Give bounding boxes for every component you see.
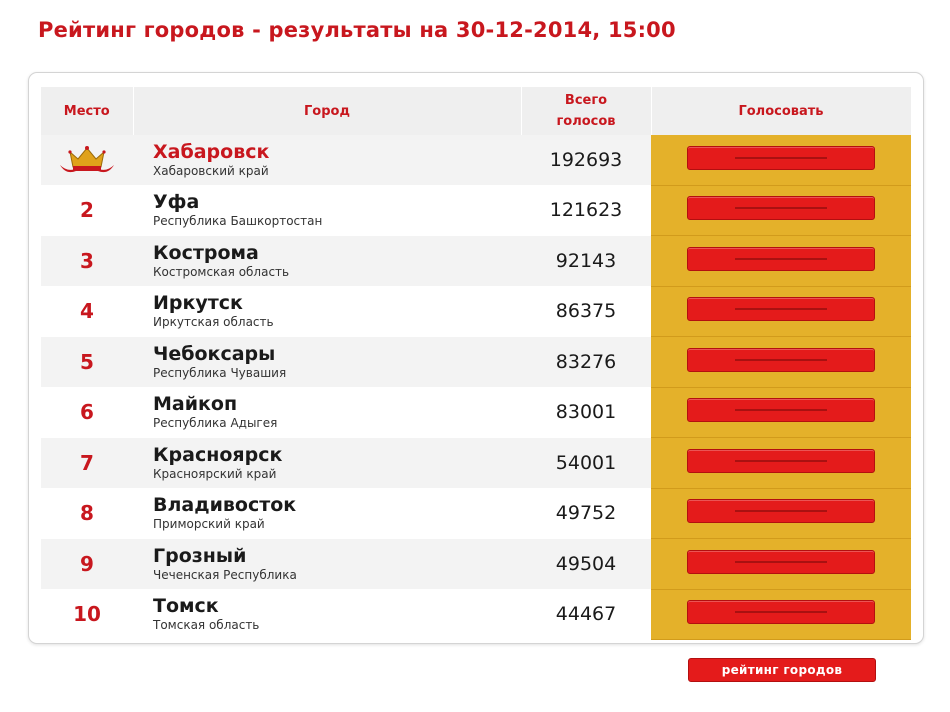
city-name: Иркутск — [153, 292, 243, 315]
city-region: Томская область — [153, 618, 260, 633]
city-name: Майкоп — [153, 393, 238, 416]
place-cell: 3 — [41, 235, 133, 286]
city-name: Хабаровск — [153, 141, 270, 163]
header-votes-line2: голосов — [556, 114, 616, 129]
vote-button[interactable] — [687, 549, 875, 574]
vote-cell — [651, 387, 911, 438]
table-row: 2 Уфа Республика Башкортостан 121623 — [41, 185, 911, 236]
vote-button[interactable] — [687, 499, 875, 524]
city-cell: Владивосток Приморский край — [133, 488, 521, 539]
votes-count: 83276 — [521, 336, 651, 387]
votes-count: 54001 — [521, 437, 651, 488]
header-place: Место — [41, 87, 134, 135]
ranking-panel: Место Город Всего голосов Голосовать Хаб… — [28, 72, 924, 644]
city-cell: Иркутск Иркутская область — [133, 286, 521, 337]
table-row: 5 Чебоксары Республика Чувашия 83276 — [41, 336, 911, 388]
place-cell: 8 — [41, 488, 133, 539]
city-cell: Томск Томская область — [133, 589, 521, 640]
place-cell: 5 — [41, 336, 133, 387]
place-cell — [41, 135, 133, 185]
table-row: 6 Майкоп Республика Адыгея 83001 — [41, 387, 911, 438]
city-region: Иркутская область — [153, 315, 274, 330]
city-cell: Чебоксары Республика Чувашия — [133, 336, 521, 387]
place-cell: 2 — [41, 185, 133, 236]
city-cell: Красноярск Красноярский край — [133, 437, 521, 488]
city-name: Красноярск — [153, 443, 283, 466]
table-row: 9 Грозный Чеченская Республика 49504 — [41, 538, 911, 590]
header-vote: Голосовать — [651, 87, 912, 135]
vote-cell — [651, 589, 911, 640]
vote-button[interactable] — [687, 448, 875, 473]
vote-cell — [651, 488, 911, 539]
table-row: 10 Томск Томская область 44467 — [41, 589, 911, 640]
city-rating-button[interactable]: рейтинг городов — [688, 658, 876, 682]
header-votes: Всего голосов — [521, 87, 652, 135]
votes-count: 86375 — [521, 286, 651, 337]
table-row: 3 Кострома Костромская область 92143 — [41, 235, 911, 287]
vote-button[interactable] — [687, 347, 875, 372]
city-region: Приморский край — [153, 517, 265, 532]
votes-count: 49752 — [521, 488, 651, 539]
vote-cell — [651, 135, 911, 186]
vote-button[interactable] — [687, 196, 875, 221]
vote-cell — [651, 437, 911, 489]
vote-cell — [651, 286, 911, 337]
vote-cell — [651, 185, 911, 236]
place-cell: 7 — [41, 437, 133, 488]
place-cell: 6 — [41, 387, 133, 438]
city-cell: Хабаровск Хабаровский край — [133, 135, 521, 185]
city-name: Уфа — [153, 191, 200, 214]
table-row: 4 Иркутск Иркутская область 86375 — [41, 286, 911, 337]
ranking-table: Место Город Всего голосов Голосовать Хаб… — [41, 87, 912, 640]
page-title: Рейтинг городов - результаты на 30-12-20… — [38, 18, 676, 42]
vote-button[interactable] — [687, 398, 875, 423]
table-row: Хабаровск Хабаровский край 192693 — [41, 135, 911, 186]
city-region: Красноярский край — [153, 466, 277, 481]
header-votes-line1: Всего — [564, 93, 608, 108]
crown-icon — [60, 146, 114, 173]
city-name: Кострома — [153, 241, 259, 264]
vote-button[interactable] — [687, 600, 875, 625]
city-cell: Грозный Чеченская Республика — [133, 538, 521, 589]
place-cell: 9 — [41, 538, 133, 589]
city-cell: Уфа Республика Башкортостан — [133, 185, 521, 236]
vote-cell — [651, 538, 911, 590]
city-name: Чебоксары — [153, 342, 276, 365]
place-cell: 10 — [41, 589, 133, 640]
votes-count: 92143 — [521, 235, 651, 286]
table-header-row: Место Город Всего голосов Голосовать — [41, 87, 912, 135]
city-name: Владивосток — [153, 494, 297, 517]
city-region: Республика Адыгея — [153, 416, 278, 431]
place-cell: 4 — [41, 286, 133, 337]
city-region: Чеченская Республика — [153, 567, 297, 582]
city-cell: Кострома Костромская область — [133, 235, 521, 286]
city-name: Грозный — [153, 544, 247, 567]
city-region: Костромская область — [153, 264, 290, 279]
city-region: Республика Башкортостан — [153, 214, 323, 229]
vote-cell — [651, 336, 911, 388]
vote-button[interactable] — [687, 246, 875, 271]
vote-button[interactable] — [687, 297, 875, 322]
header-city: Город — [133, 87, 522, 135]
city-region: Хабаровский край — [153, 164, 269, 178]
city-name: Томск — [153, 595, 219, 618]
votes-count: 44467 — [521, 589, 651, 640]
vote-cell — [651, 235, 911, 287]
vote-button[interactable] — [687, 145, 875, 170]
city-region: Республика Чувашия — [153, 365, 287, 380]
table-row: 8 Владивосток Приморский край 49752 — [41, 488, 911, 539]
votes-count: 49504 — [521, 538, 651, 589]
city-cell: Майкоп Республика Адыгея — [133, 387, 521, 438]
votes-count: 121623 — [521, 185, 651, 236]
votes-count: 192693 — [521, 135, 651, 185]
table-row: 7 Красноярск Красноярский край 54001 — [41, 437, 911, 489]
votes-count: 83001 — [521, 387, 651, 438]
